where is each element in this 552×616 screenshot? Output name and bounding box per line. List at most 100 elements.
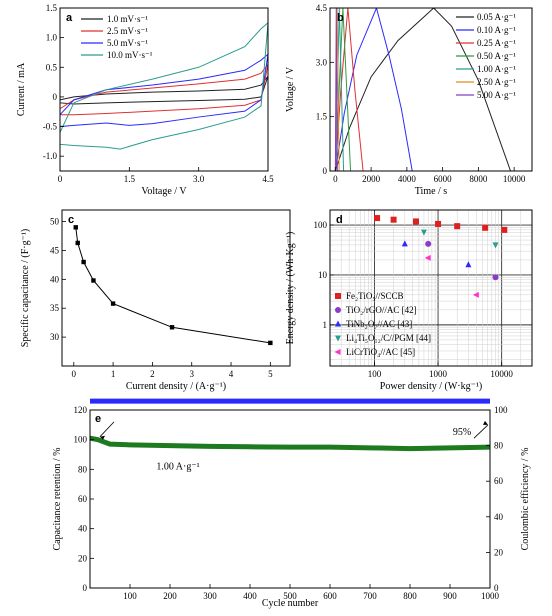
y-tick-label: -0.5 — [43, 122, 58, 132]
y-axis-label: Current / mA — [16, 62, 27, 116]
data-point — [424, 254, 431, 261]
y2-axis-label: Coulombic efficiency / % — [520, 448, 531, 551]
legend-label: 0.05 A·g⁻¹ — [477, 12, 516, 22]
x-tick-label: 1 — [111, 369, 116, 379]
data-point — [420, 229, 427, 236]
y-tick-label: 1.0 — [46, 33, 58, 43]
x-axis-label: Voltage / V — [141, 186, 187, 197]
y-tick-label: 120 — [74, 405, 88, 415]
y-axis-label: Specific capacitance / (F·g⁻¹) — [20, 229, 31, 348]
data-point — [169, 325, 175, 330]
y-axis-label: Capacitance retention / % — [52, 447, 63, 550]
data-point — [401, 240, 408, 247]
cycling-band — [89, 435, 491, 452]
x-tick-label: 600 — [323, 591, 337, 601]
x-tick-label: 2 — [150, 369, 155, 379]
panel-d: 100 1000 10000 1 10 100 d Power density / (W·kg… — [285, 209, 533, 392]
x-tick-label: 0 — [58, 174, 63, 184]
cv-curve — [59, 75, 269, 105]
y2-tick-label: 60 — [494, 476, 504, 486]
panel-letter: d — [336, 214, 343, 226]
data-point — [374, 215, 381, 222]
data-point — [472, 291, 479, 298]
data-point — [335, 293, 341, 299]
y-tick-label: 80 — [78, 464, 88, 474]
x-axis-label: Power density / (W·kg⁻¹) — [380, 381, 482, 392]
y-tick-label: 0.5 — [46, 62, 58, 72]
legend-label: TiNb₂O₇//AC [43] — [346, 319, 412, 329]
x-tick-label: 8000 — [469, 174, 488, 184]
y-tick-label: 4.5 — [316, 3, 328, 13]
x-tick-label: 500 — [283, 591, 297, 601]
x-axis-label: Time / s — [415, 186, 448, 197]
data-point — [334, 349, 341, 355]
y-tick-label: 35 — [50, 303, 60, 313]
gcd-curve — [334, 8, 352, 171]
arrow-left — [99, 421, 115, 437]
x-tick-label: 0 — [72, 369, 77, 379]
x-tick-label: 5 — [268, 369, 273, 379]
y-tick-label: -1.0 — [43, 151, 58, 161]
y-axis-label: Voltage / V — [285, 66, 296, 112]
y2-tick-label: 20 — [494, 547, 504, 557]
y-tick-label: 45 — [50, 245, 60, 255]
data-point — [91, 278, 96, 283]
panel-b: 0 2000 4000 6000 8000 10000 0 1.5 3.0 4.5 b Time / … — [285, 3, 533, 197]
legend-label: 5.00 A·g⁻¹ — [477, 90, 516, 100]
legend-label: 1.0 mV·s⁻¹ — [107, 14, 148, 24]
legend-label: LiCrTiO₄//AC [45] — [346, 347, 415, 357]
data-point — [73, 225, 78, 230]
cv-curve — [59, 52, 269, 128]
arrow-right-head — [483, 420, 488, 425]
data-point — [492, 242, 499, 249]
y-tick-label: 50 — [50, 217, 60, 227]
y2-tick-label: 0 — [494, 583, 499, 593]
data-point — [465, 261, 472, 268]
y-axis-label: Energy density / (Wh·Kg⁻¹) — [285, 232, 296, 345]
y-tick-label: 100 — [314, 220, 328, 230]
y-tick-label: 10 — [318, 270, 328, 280]
y-tick-label: 60 — [78, 494, 88, 504]
x-axis-label: Current density / (A·g⁻¹) — [126, 381, 226, 392]
x-tick-label: 100 — [123, 591, 137, 601]
x-tick-label: 1.5 — [124, 174, 136, 184]
legend-label: 5.0 mV·s⁻¹ — [107, 38, 148, 48]
arrow-right — [473, 424, 489, 439]
arrow-left-head — [100, 435, 105, 440]
y-tick-label: 30 — [50, 332, 60, 342]
rate-annotation: 1.00 A·g⁻¹ — [156, 461, 199, 472]
gcd-curve — [334, 8, 512, 171]
x-tick-label: 10000 — [490, 369, 513, 379]
retention-annotation: 95% — [453, 427, 471, 438]
data-point — [425, 240, 432, 247]
x-tick-label: 0 — [333, 174, 338, 184]
plot-frame — [329, 209, 533, 367]
legend-label: 10.0 mV·s⁻¹ — [107, 50, 153, 60]
y-tick-label: 0 — [53, 92, 58, 102]
x-tick-label: 400 — [243, 591, 257, 601]
gcd-curve — [334, 8, 413, 171]
x-tick-label: 2000 — [362, 174, 381, 184]
data-point — [435, 220, 442, 227]
y-tick-label: 1 — [323, 320, 328, 330]
gcd-curve — [334, 8, 338, 171]
plot-frame — [59, 7, 269, 172]
x-tick-label: 200 — [163, 591, 177, 601]
x-axis-label: Cycle number — [262, 598, 319, 609]
x-tick-label: 300 — [203, 591, 217, 601]
y-tick-label: 40 — [50, 274, 60, 284]
y-tick-label: 1.5 — [46, 3, 58, 13]
data-point — [110, 301, 116, 306]
panel-letter: b — [337, 12, 344, 24]
data-point — [335, 307, 341, 313]
x-tick-label: 100 — [368, 369, 382, 379]
cv-curve — [59, 21, 269, 150]
panel-letter: c — [68, 214, 74, 226]
legend-label: 0.50 A·g⁻¹ — [477, 51, 516, 61]
panel-a: 0 1.5 3.0 4.5 -1.0 -0.5 0 0.5 1.0 1.5 a Voltage / V… — [16, 3, 274, 197]
y-tick-label: 0 — [323, 166, 328, 176]
data-point — [75, 240, 80, 246]
legend-label: Li₄Ti₅O₁₂/C//PGM [44] — [346, 333, 431, 343]
y-tick-label: 100 — [74, 435, 88, 445]
